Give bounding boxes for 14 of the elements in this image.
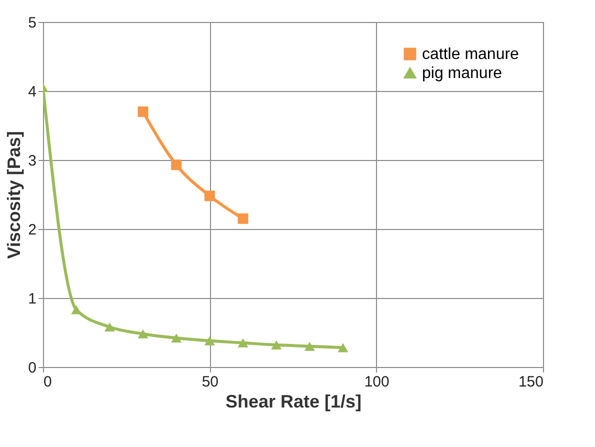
y-tick-label: 5 xyxy=(28,14,36,32)
y-tick-label: 0 xyxy=(28,360,36,376)
y-tick-label: 1 xyxy=(28,290,36,308)
x-axis-title: Shear Rate [1/s] xyxy=(225,392,362,412)
x-tick-label: 100 xyxy=(364,374,390,390)
x-tick-label: 0 xyxy=(44,374,52,390)
x-tick-label: 150 xyxy=(518,374,544,390)
legend-label: cattle manure xyxy=(422,46,520,63)
legend-label: pig manure xyxy=(422,65,502,82)
y-tick-label: 4 xyxy=(28,84,36,100)
y-axis-title: Viscosity [Pas] xyxy=(4,131,24,259)
y-tick-label: 2 xyxy=(28,222,36,238)
y-tick-label: 3 xyxy=(28,152,36,170)
x-tick-label: 50 xyxy=(202,374,219,390)
